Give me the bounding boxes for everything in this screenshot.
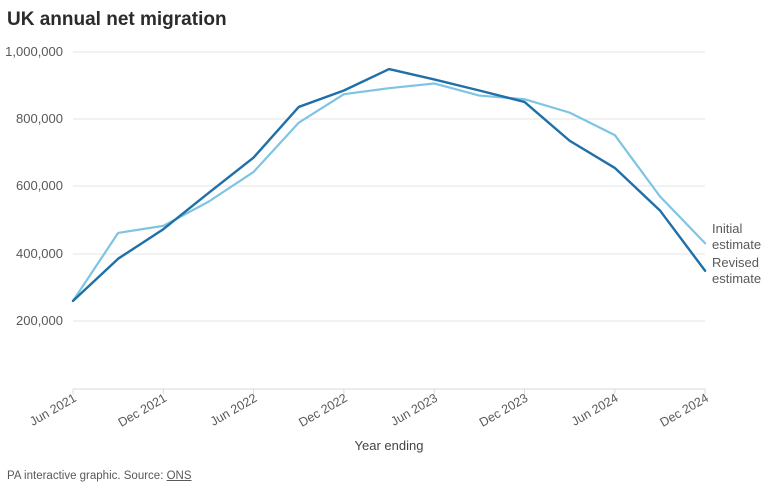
svg-text:Dec 2022: Dec 2022 bbox=[296, 391, 349, 430]
svg-text:Initial: Initial bbox=[712, 221, 742, 236]
svg-text:Jun 2024: Jun 2024 bbox=[569, 391, 621, 429]
svg-text:Jun 2022: Jun 2022 bbox=[208, 391, 260, 429]
svg-text:Jun 2023: Jun 2023 bbox=[388, 391, 440, 429]
svg-text:400,000: 400,000 bbox=[16, 246, 63, 261]
svg-text:estimate: estimate bbox=[712, 271, 761, 286]
svg-text:Jun 2021: Jun 2021 bbox=[27, 391, 79, 429]
svg-text:Dec 2023: Dec 2023 bbox=[477, 391, 530, 430]
svg-text:1,000,000: 1,000,000 bbox=[5, 44, 63, 59]
svg-text:Year ending: Year ending bbox=[355, 438, 424, 453]
svg-text:Revised: Revised bbox=[712, 255, 759, 270]
svg-text:Dec 2024: Dec 2024 bbox=[658, 391, 711, 430]
svg-text:estimate: estimate bbox=[712, 237, 761, 252]
svg-text:600,000: 600,000 bbox=[16, 178, 63, 193]
svg-text:200,000: 200,000 bbox=[16, 313, 63, 328]
svg-text:800,000: 800,000 bbox=[16, 111, 63, 126]
svg-text:Dec 2021: Dec 2021 bbox=[116, 391, 169, 430]
